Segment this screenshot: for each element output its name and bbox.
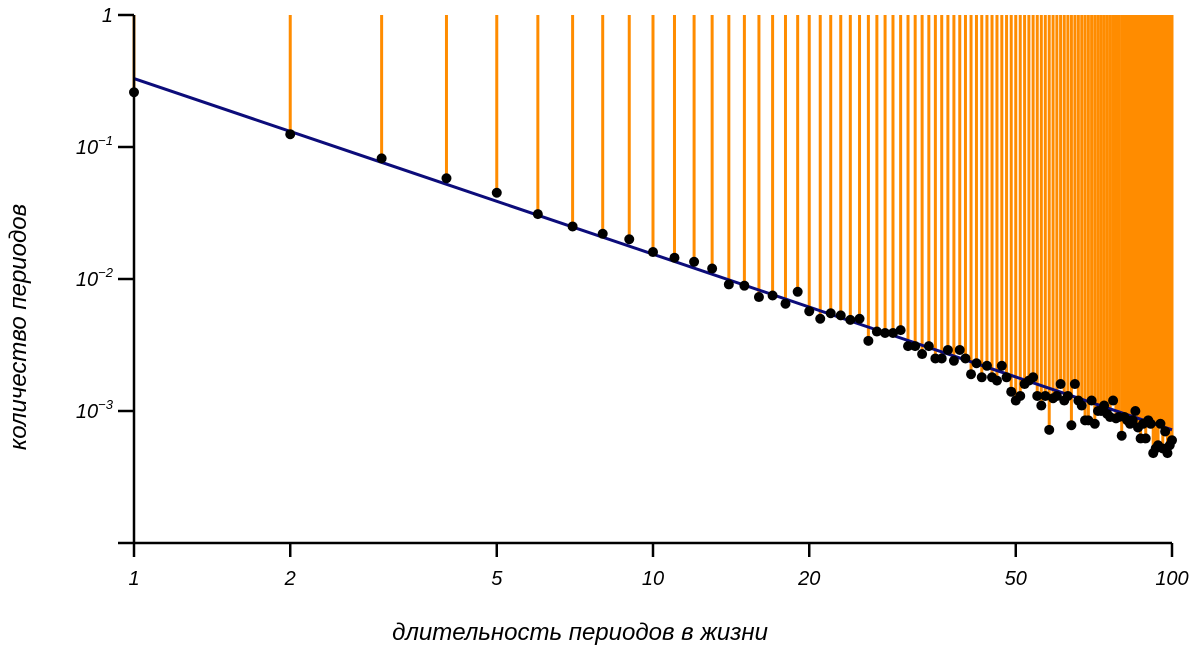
data-point-43 xyxy=(976,372,987,383)
data-point-2 xyxy=(285,129,296,140)
data-point-46 xyxy=(991,375,1002,386)
x-tick-label-2: 2 xyxy=(284,568,296,590)
data-point-30 xyxy=(895,325,906,336)
data-point-31 xyxy=(903,341,914,352)
data-point-91 xyxy=(1145,418,1156,429)
y-tick-label-0.01: 10−2 xyxy=(76,265,114,291)
y-axis-title: количество периодов xyxy=(5,204,32,450)
data-point-9 xyxy=(624,234,635,245)
data-point-80 xyxy=(1116,430,1127,441)
data-point-42 xyxy=(971,358,982,369)
data-point-70 xyxy=(1086,395,1097,406)
data-point-27 xyxy=(871,326,882,337)
data-point-40 xyxy=(960,353,971,364)
data-point-15 xyxy=(739,280,750,291)
data-point-24 xyxy=(845,314,856,325)
data-point-61 xyxy=(1055,379,1066,390)
data-point-51 xyxy=(1015,390,1026,401)
data-point-67 xyxy=(1076,400,1087,411)
data-point-64 xyxy=(1066,420,1077,431)
data-point-19 xyxy=(792,286,803,297)
data-point-14 xyxy=(723,279,734,290)
data-point-89 xyxy=(1140,433,1151,444)
data-point-85 xyxy=(1130,406,1141,416)
data-point-55 xyxy=(1032,390,1043,401)
points-layer xyxy=(129,87,1177,459)
data-point-54 xyxy=(1028,372,1039,383)
y-tick-label-1: 1 xyxy=(102,5,113,27)
data-point-95 xyxy=(1155,418,1166,429)
data-point-3 xyxy=(376,153,387,164)
data-point-74 xyxy=(1099,400,1110,411)
data-point-37 xyxy=(942,344,953,355)
data-point-13 xyxy=(707,263,718,274)
data-point-77 xyxy=(1108,395,1119,406)
data-point-38 xyxy=(948,355,959,366)
data-point-12 xyxy=(689,256,700,267)
data-point-44 xyxy=(981,360,992,371)
data-point-26 xyxy=(863,335,874,346)
data-point-34 xyxy=(923,341,934,352)
data-point-16 xyxy=(753,292,764,303)
data-point-65 xyxy=(1069,379,1080,390)
data-point-29 xyxy=(887,327,898,338)
data-point-49 xyxy=(1006,386,1017,397)
data-point-6 xyxy=(532,209,543,220)
stems-layer xyxy=(132,15,1174,454)
data-point-20 xyxy=(804,306,815,317)
data-point-25 xyxy=(854,313,865,324)
data-point-18 xyxy=(780,298,791,309)
x-axis-title: длительность периодов в жизни xyxy=(392,619,768,646)
data-point-47 xyxy=(996,360,1007,371)
data-point-97 xyxy=(1160,426,1171,437)
ticks-layer: 1 2 5 10 20 50 100 1 10−1 10−2 10−3 xyxy=(76,5,1189,590)
x-tick-label-1: 1 xyxy=(128,568,139,590)
data-point-22 xyxy=(825,308,836,319)
data-point-17 xyxy=(767,290,778,301)
data-point-71 xyxy=(1089,418,1100,429)
x-tick-label-100: 100 xyxy=(1155,568,1188,590)
data-point-60 xyxy=(1051,390,1062,401)
data-point-8 xyxy=(597,228,608,239)
data-point-58 xyxy=(1044,424,1055,435)
data-point-33 xyxy=(917,349,928,360)
data-point-7 xyxy=(567,221,578,232)
data-point-28 xyxy=(880,327,891,338)
data-point-4 xyxy=(441,173,452,184)
data-point-36 xyxy=(936,353,947,364)
data-point-56 xyxy=(1036,400,1047,411)
data-point-63 xyxy=(1062,390,1073,401)
data-point-41 xyxy=(966,369,977,380)
data-point-21 xyxy=(815,313,826,324)
y-tick-label-0.001: 10−3 xyxy=(76,397,114,423)
y-tick-label-0.1: 10−1 xyxy=(76,133,113,159)
data-point-84 xyxy=(1127,415,1138,426)
x-tick-label-20: 20 xyxy=(797,568,820,590)
data-point-100 xyxy=(1167,435,1177,446)
data-point-5 xyxy=(491,187,502,198)
x-tick-label-50: 50 xyxy=(1005,568,1027,590)
x-tick-label-5: 5 xyxy=(491,568,503,590)
data-point-98 xyxy=(1162,448,1173,459)
data-point-39 xyxy=(954,344,965,355)
data-point-11 xyxy=(669,252,680,263)
data-point-57 xyxy=(1040,390,1051,401)
data-point-10 xyxy=(648,247,658,258)
data-point-48 xyxy=(1001,372,1012,383)
data-point-23 xyxy=(835,310,846,321)
x-tick-label-10: 10 xyxy=(642,568,664,590)
data-point-32 xyxy=(910,341,921,352)
